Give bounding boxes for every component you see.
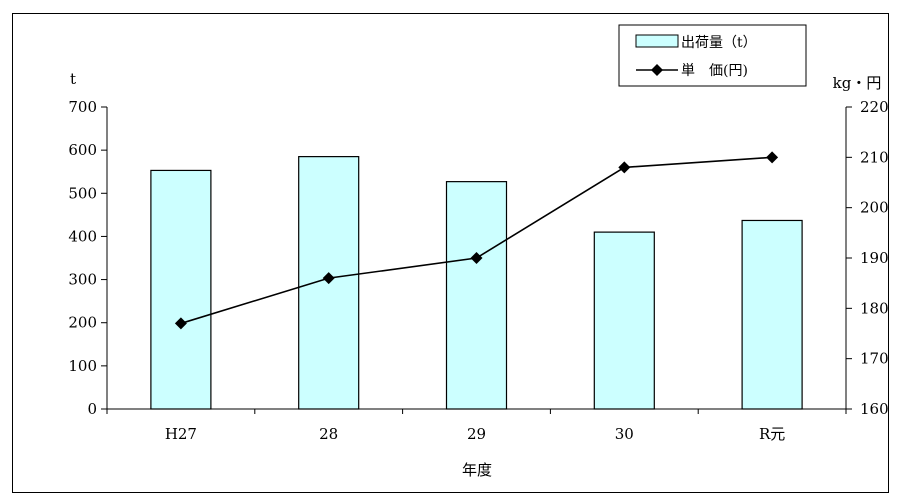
right-tick-label: 160 xyxy=(860,400,889,418)
bar-4 xyxy=(741,219,803,410)
right-tick-label: 190 xyxy=(860,249,889,267)
left-tick-label: 100 xyxy=(68,357,97,375)
right-y-ticks: 160 170 180 190 200 210 220 xyxy=(846,98,889,418)
left-tick-label: 300 xyxy=(68,271,97,289)
price-point-3 xyxy=(618,161,631,174)
x-axis-title: 年度 xyxy=(462,461,492,479)
legend-bar-label: 出荷量（t） xyxy=(681,35,757,51)
left-tick-label: 500 xyxy=(68,184,97,202)
legend-line-label: 単 価(円) xyxy=(681,63,748,79)
x-tick-label: H27 xyxy=(165,425,197,443)
price-point-0 xyxy=(174,317,187,330)
line-series-group xyxy=(174,151,779,330)
price-point-4 xyxy=(766,151,779,164)
x-tick-label: 29 xyxy=(467,425,486,443)
x-tick-label: 28 xyxy=(319,425,338,443)
left-tick-label: 0 xyxy=(87,400,97,418)
legend-line-marker xyxy=(651,64,663,76)
x-tick-label: 30 xyxy=(615,425,634,443)
left-axis-unit: t xyxy=(70,70,76,88)
left-tick-label: 400 xyxy=(68,227,97,245)
left-tick-label: 700 xyxy=(68,98,97,116)
bar-0 xyxy=(150,169,212,410)
right-tick-label: 180 xyxy=(860,299,889,317)
bar-group xyxy=(150,156,803,410)
x-tick-label: R元 xyxy=(759,425,785,443)
bar-2 xyxy=(445,181,508,410)
price-point-2 xyxy=(470,252,483,264)
left-tick-label: 200 xyxy=(68,314,97,332)
right-tick-label: 170 xyxy=(860,350,889,368)
x-ticks: H27 28 29 30 R元 xyxy=(106,409,847,443)
price-point-1 xyxy=(322,272,335,285)
bar-3 xyxy=(593,231,655,410)
right-tick-label: 200 xyxy=(860,199,889,217)
right-axis-unit: kg・円 xyxy=(833,74,882,92)
left-y-ticks: 0 100 200 300 400 500 600 700 xyxy=(68,98,107,418)
right-tick-label: 220 xyxy=(860,98,889,116)
legend: 出荷量（t） 単 価(円) xyxy=(618,24,807,87)
legend-bar-swatch xyxy=(635,34,679,48)
right-tick-label: 210 xyxy=(860,148,889,166)
left-tick-label: 600 xyxy=(68,141,97,159)
